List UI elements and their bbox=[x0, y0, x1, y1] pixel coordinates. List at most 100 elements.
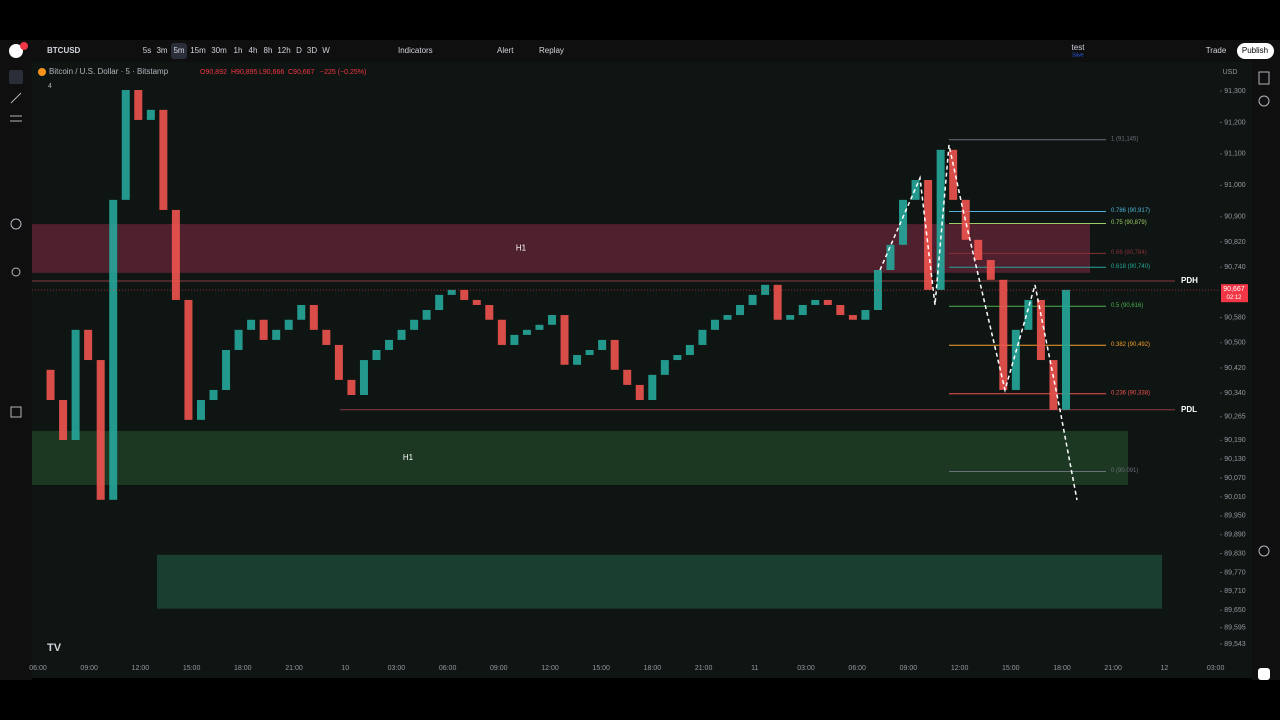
candle-body bbox=[196, 400, 205, 420]
y-tick-label: 90,740 bbox=[1224, 264, 1246, 271]
x-tick-label: 12:00 bbox=[132, 665, 150, 672]
legend-close: C90,667 bbox=[288, 69, 315, 76]
x-tick-label: 18:00 bbox=[234, 665, 252, 672]
tv-logo: TV bbox=[47, 642, 62, 654]
candle-body bbox=[522, 329, 531, 335]
pattern-drawing bbox=[879, 144, 1078, 501]
candle-body bbox=[297, 304, 306, 320]
candle-body bbox=[146, 109, 155, 120]
candle-body bbox=[848, 315, 857, 320]
candle-body bbox=[999, 279, 1008, 390]
candle-body bbox=[435, 294, 444, 311]
candle-body bbox=[497, 319, 506, 345]
candle-body bbox=[460, 289, 469, 300]
candle-body bbox=[823, 299, 832, 305]
zone bbox=[32, 224, 1090, 273]
indicators-button[interactable]: Indicators bbox=[398, 46, 433, 55]
publish-button[interactable]: Publish bbox=[1242, 46, 1268, 55]
candle-body bbox=[710, 319, 719, 330]
candle-body bbox=[685, 344, 694, 356]
y-tick-label: 89,950 bbox=[1224, 513, 1246, 520]
candle-body bbox=[272, 329, 281, 340]
replay-button[interactable]: Replay bbox=[539, 46, 564, 55]
candle-body bbox=[472, 299, 481, 305]
interval-button[interactable]: 4h bbox=[249, 46, 258, 55]
y-tick-label: 89,543 bbox=[1224, 641, 1246, 648]
candle-body bbox=[585, 349, 594, 356]
interval-button[interactable]: 15m bbox=[190, 46, 206, 55]
x-tick-label: 12:00 bbox=[951, 665, 969, 672]
x-tick-label: 10 bbox=[341, 665, 349, 672]
y-tick-label: 89,650 bbox=[1224, 607, 1246, 614]
indicator-count[interactable]: 4 bbox=[48, 83, 52, 90]
x-tick-label: 09:00 bbox=[490, 665, 508, 672]
ideas-icon[interactable] bbox=[1258, 545, 1270, 557]
candle-body bbox=[121, 90, 130, 200]
candle-body bbox=[748, 294, 757, 305]
alert-button[interactable]: Alert bbox=[497, 46, 514, 55]
x-tick-label: 15:00 bbox=[1002, 665, 1020, 672]
symbol[interactable]: BTCUSD bbox=[47, 46, 81, 55]
candle-body bbox=[1049, 360, 1058, 410]
layout-status: Save bbox=[1072, 52, 1084, 58]
candle-body bbox=[673, 355, 682, 361]
interval-button[interactable]: 3m bbox=[156, 46, 167, 55]
candle-body bbox=[222, 349, 231, 390]
candle-body bbox=[59, 400, 68, 440]
y-tick-label: 90,500 bbox=[1224, 340, 1246, 347]
x-tick-label: 12:00 bbox=[541, 665, 559, 672]
trash-tool[interactable] bbox=[10, 406, 22, 418]
candle-body bbox=[510, 334, 519, 345]
candle-body bbox=[134, 90, 143, 120]
apps-icon[interactable] bbox=[1258, 668, 1270, 680]
y-tick-label: 90,190 bbox=[1224, 437, 1246, 444]
interval-button[interactable]: 3D bbox=[307, 46, 317, 55]
watchlist-icon[interactable] bbox=[1258, 71, 1270, 85]
layout-name[interactable]: test bbox=[1072, 43, 1086, 52]
interval-button[interactable]: 12h bbox=[277, 46, 290, 55]
x-tick-label: 03:00 bbox=[797, 665, 815, 672]
x-tick-label: 21:00 bbox=[285, 665, 303, 672]
candle-body bbox=[96, 360, 105, 500]
candle-body bbox=[548, 315, 556, 325]
candle-body bbox=[84, 329, 93, 361]
interval-button[interactable]: 5s bbox=[143, 46, 151, 55]
interval-button[interactable]: 30m bbox=[211, 46, 227, 55]
x-tick-label: 09:00 bbox=[900, 665, 918, 672]
candle-body bbox=[309, 304, 318, 330]
interval-button[interactable]: D bbox=[296, 46, 302, 55]
interval-button[interactable]: W bbox=[322, 46, 330, 55]
y-tick-label: 90,070 bbox=[1224, 475, 1246, 482]
legend-low: L90,666 bbox=[259, 69, 284, 76]
y-tick-label: 89,770 bbox=[1224, 569, 1246, 576]
publish-bg[interactable] bbox=[1237, 43, 1274, 59]
interval-button[interactable]: 1h bbox=[234, 46, 243, 55]
interval-group: 5s 3m 5m 15m 30m 1h 4h 8h 12h D 3D W bbox=[143, 43, 330, 59]
trend-tool[interactable] bbox=[10, 92, 22, 104]
cursor-tool[interactable] bbox=[9, 70, 23, 84]
trade-button[interactable]: Trade bbox=[1206, 46, 1227, 55]
y-tick-label: 91,300 bbox=[1224, 88, 1246, 95]
alerts-icon[interactable] bbox=[1258, 95, 1270, 107]
candle-body bbox=[234, 329, 243, 350]
avatar[interactable] bbox=[9, 44, 23, 58]
candle-body bbox=[259, 319, 268, 340]
candle-body bbox=[1036, 299, 1045, 361]
y-tick-label: 91,000 bbox=[1224, 182, 1246, 189]
candle-body bbox=[798, 304, 807, 316]
y-tick-label: 90,580 bbox=[1224, 314, 1246, 321]
candle-body bbox=[71, 329, 80, 440]
x-tick-label: 18:00 bbox=[644, 665, 662, 672]
emoji-tool[interactable] bbox=[10, 218, 22, 230]
interval-button[interactable]: 8h bbox=[264, 46, 273, 55]
y-tick-label: 91,100 bbox=[1224, 151, 1246, 158]
candle-body bbox=[359, 360, 368, 395]
candle-body bbox=[209, 389, 218, 401]
x-tick-label: 03:00 bbox=[1207, 665, 1225, 672]
x-tick-label: 15:00 bbox=[592, 665, 610, 672]
candle-body bbox=[974, 239, 983, 260]
currency[interactable]: USD bbox=[1223, 69, 1238, 76]
interval-button[interactable]: 5m bbox=[173, 46, 184, 55]
zoom-tool[interactable] bbox=[11, 267, 21, 277]
